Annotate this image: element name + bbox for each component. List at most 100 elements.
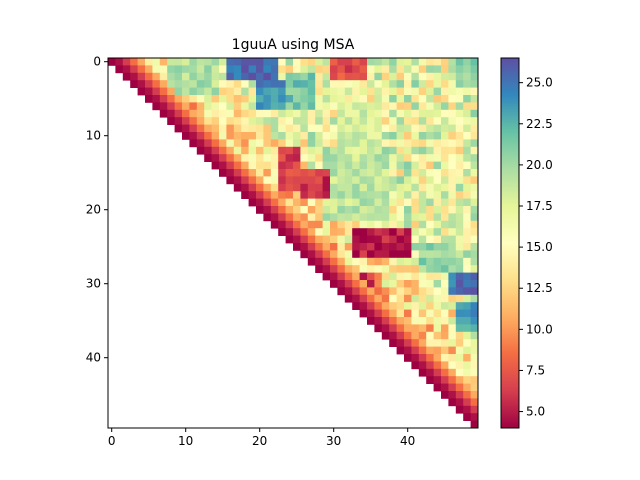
heatmap-cell: [470, 228, 479, 236]
heatmap-cell: [337, 169, 346, 177]
heatmap-cell: [344, 169, 353, 177]
heatmap-cell: [426, 302, 434, 310]
heatmap-cell: [448, 383, 457, 392]
heatmap-cell: [463, 287, 471, 296]
heatmap-cell: [307, 87, 316, 96]
heatmap-cell: [374, 72, 383, 81]
heatmap-cell: [263, 146, 272, 155]
heatmap-cell: [300, 198, 309, 207]
heatmap-cell: [330, 198, 338, 207]
heatmap-cell: [322, 191, 331, 199]
heatmap-cell: [381, 235, 390, 244]
heatmap-cell: [448, 139, 457, 148]
heatmap-cell: [367, 169, 375, 177]
heatmap-cell: [448, 65, 457, 74]
heatmap-cell: [248, 183, 257, 192]
heatmap-cell: [211, 87, 220, 96]
heatmap-cell: [344, 213, 353, 222]
heatmap-cell: [448, 132, 457, 140]
heatmap-cell: [293, 80, 301, 88]
heatmap-cell: [344, 257, 353, 266]
heatmap-cell: [204, 102, 212, 111]
heatmap-cell: [448, 265, 457, 273]
heatmap-cell: [322, 176, 331, 185]
heatmap-cell: [344, 228, 353, 236]
heatmap-cell: [433, 183, 442, 192]
heatmap-cell: [330, 257, 338, 266]
heatmap-cell: [381, 302, 390, 310]
heatmap-cell: [256, 191, 264, 199]
heatmap-cell: [344, 146, 353, 155]
heatmap-cell: [278, 183, 286, 192]
heatmap-cell: [374, 176, 383, 185]
heatmap-cell: [455, 183, 464, 192]
heatmap-cell: [293, 161, 301, 170]
heatmap-cell: [152, 80, 161, 88]
heatmap-cell: [433, 72, 442, 81]
heatmap-cell: [189, 139, 198, 148]
heatmap-cell: [182, 80, 190, 88]
heatmap-cell: [204, 146, 212, 155]
heatmap-cell: [381, 154, 390, 162]
heatmap-cell: [455, 354, 464, 362]
heatmap-cell: [470, 87, 479, 96]
heatmap-cell: [404, 87, 412, 96]
heatmap-cell: [411, 206, 420, 214]
heatmap-cell: [226, 109, 235, 118]
heatmap-cell: [359, 309, 368, 318]
heatmap-cell: [330, 95, 338, 103]
heatmap-cell: [248, 124, 257, 133]
heatmap-cell: [396, 80, 405, 88]
heatmap-cell: [359, 191, 368, 199]
heatmap-cell: [344, 161, 353, 170]
heatmap-cell: [374, 198, 383, 207]
heatmap-cell: [396, 272, 405, 281]
heatmap-cell: [455, 361, 464, 370]
heatmap-cell: [396, 213, 405, 222]
heatmap-cell: [307, 220, 316, 229]
heatmap-cell: [381, 243, 390, 251]
heatmap-cell: [359, 161, 368, 170]
heatmap-cell: [211, 146, 220, 155]
heatmap-cell: [307, 228, 316, 236]
heatmap-cell: [404, 294, 412, 303]
heatmap-cell: [241, 176, 249, 185]
heatmap-cell: [300, 109, 309, 118]
heatmap-cell: [448, 87, 457, 96]
heatmap-cell: [367, 220, 375, 229]
heatmap-cell: [226, 154, 235, 162]
heatmap-cell: [344, 235, 353, 244]
heatmap-cell: [463, 317, 471, 325]
heatmap-cell: [470, 220, 479, 229]
heatmap-cell: [330, 176, 338, 185]
heatmap-cell: [189, 80, 198, 88]
heatmap-cell: [418, 95, 427, 103]
heatmap-cell: [404, 169, 412, 177]
heatmap-cell: [367, 109, 375, 118]
heatmap-cell: [426, 294, 434, 303]
heatmap-cell: [130, 65, 138, 74]
colorbar-axis: 5.0 7.5 10.0 12.5 15.0 17.5 20.0 22.5 25.0: [519, 76, 553, 419]
heatmap-cell: [352, 169, 360, 177]
heatmap-cell: [278, 146, 286, 155]
heatmap-cell: [359, 65, 368, 74]
heatmap-cell: [293, 58, 301, 66]
heatmap-cell: [315, 243, 323, 251]
heatmap-cell: [448, 339, 457, 347]
heatmap-cell: [374, 169, 383, 177]
heatmap-cell: [470, 72, 479, 81]
heatmap-cell: [463, 243, 471, 251]
heatmap-cell: [330, 191, 338, 199]
heatmap-cell: [285, 87, 294, 96]
heatmap-cell: [315, 146, 323, 155]
heatmap-cell: [455, 87, 464, 96]
heatmap-cell: [315, 65, 323, 74]
heatmap-cell: [404, 191, 412, 199]
heatmap-cell: [196, 80, 205, 88]
heatmap-cell: [441, 95, 449, 103]
heatmap-cell: [463, 250, 471, 259]
heatmap-cell: [396, 324, 405, 333]
heatmap-cell: [219, 95, 227, 103]
heatmap-cell: [322, 132, 331, 140]
heatmap-cell: [463, 117, 471, 125]
